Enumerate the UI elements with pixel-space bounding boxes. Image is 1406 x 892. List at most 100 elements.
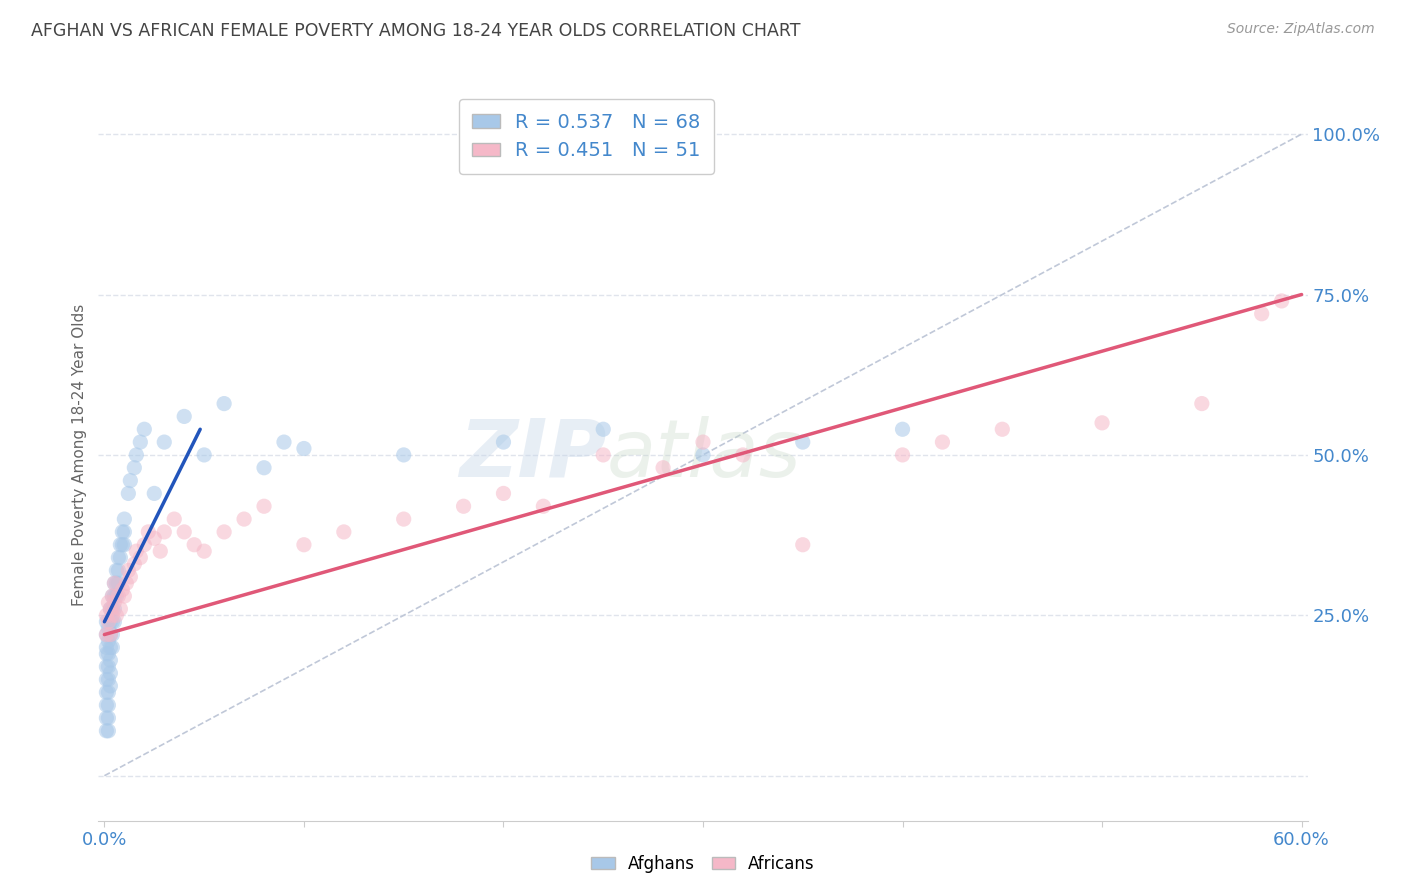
Point [96, 723, 118, 738]
Point [105, 589, 128, 603]
Point [273, 435, 295, 450]
Legend: R = 0.537   N = 68, R = 0.451   N = 51: R = 0.537 N = 68, R = 0.451 N = 51 [458, 99, 714, 174]
Point [143, 532, 166, 546]
Text: Source: ZipAtlas.com: Source: ZipAtlas.com [1227, 22, 1375, 37]
Point [931, 435, 953, 450]
Point [100, 679, 122, 693]
Point [991, 422, 1014, 436]
Point [97, 698, 120, 713]
Point [97, 659, 120, 673]
Point [101, 589, 124, 603]
Point [233, 512, 256, 526]
Point [112, 512, 135, 526]
Point [97, 595, 120, 609]
Point [96, 659, 118, 673]
Point [96, 627, 118, 641]
Point [100, 640, 122, 655]
Point [592, 422, 614, 436]
Point [96, 640, 118, 655]
Point [153, 435, 176, 450]
Point [100, 666, 122, 681]
Point [212, 396, 235, 410]
Point [107, 589, 129, 603]
Point [492, 486, 515, 500]
Point [292, 538, 315, 552]
Point [101, 589, 124, 603]
Point [97, 647, 120, 661]
Point [103, 595, 125, 609]
Point [453, 500, 475, 514]
Point [112, 538, 135, 552]
Point [173, 524, 195, 539]
Point [1191, 396, 1213, 410]
Point [253, 460, 276, 475]
Point [134, 538, 156, 552]
Point [101, 627, 124, 641]
Point [129, 550, 152, 565]
Point [134, 422, 156, 436]
Point [100, 653, 122, 667]
Point [891, 422, 914, 436]
Point [96, 711, 118, 725]
Point [117, 486, 139, 500]
Point [143, 486, 166, 500]
Point [111, 524, 134, 539]
Point [110, 602, 132, 616]
Point [531, 500, 554, 514]
Point [103, 602, 125, 616]
Point [107, 576, 129, 591]
Point [105, 576, 128, 591]
Point [1271, 293, 1294, 308]
Point [101, 640, 124, 655]
Legend: Afghans, Africans: Afghans, Africans [585, 848, 821, 880]
Point [183, 538, 205, 552]
Point [96, 627, 118, 641]
Point [792, 538, 814, 552]
Point [97, 615, 120, 629]
Point [112, 589, 135, 603]
Point [592, 448, 614, 462]
Point [792, 435, 814, 450]
Text: atlas: atlas [606, 416, 801, 494]
Point [97, 723, 120, 738]
Point [100, 627, 122, 641]
Point [96, 698, 118, 713]
Point [97, 621, 120, 635]
Point [129, 435, 152, 450]
Point [110, 538, 132, 552]
Point [97, 711, 120, 725]
Point [96, 673, 118, 687]
Point [100, 602, 122, 616]
Text: AFGHAN VS AFRICAN FEMALE POVERTY AMONG 18-24 YEAR OLDS CORRELATION CHART: AFGHAN VS AFRICAN FEMALE POVERTY AMONG 1… [31, 22, 800, 40]
Point [1091, 416, 1114, 430]
Point [112, 524, 135, 539]
Point [392, 512, 415, 526]
Point [1250, 307, 1272, 321]
Point [125, 544, 148, 558]
Point [96, 615, 118, 629]
Text: ZIP: ZIP [458, 416, 606, 494]
Point [193, 544, 215, 558]
Point [173, 409, 195, 424]
Point [115, 576, 138, 591]
Point [103, 589, 125, 603]
Point [136, 524, 159, 539]
Point [117, 563, 139, 577]
Point [731, 448, 754, 462]
Point [101, 608, 124, 623]
Point [97, 634, 120, 648]
Point [103, 615, 125, 629]
Point [97, 673, 120, 687]
Point [96, 608, 118, 623]
Point [110, 550, 132, 565]
Point [105, 608, 128, 623]
Point [652, 460, 675, 475]
Point [125, 448, 148, 462]
Point [100, 602, 122, 616]
Point [149, 544, 172, 558]
Point [120, 570, 142, 584]
Point [153, 524, 176, 539]
Point [891, 448, 914, 462]
Point [333, 524, 356, 539]
Point [103, 576, 125, 591]
